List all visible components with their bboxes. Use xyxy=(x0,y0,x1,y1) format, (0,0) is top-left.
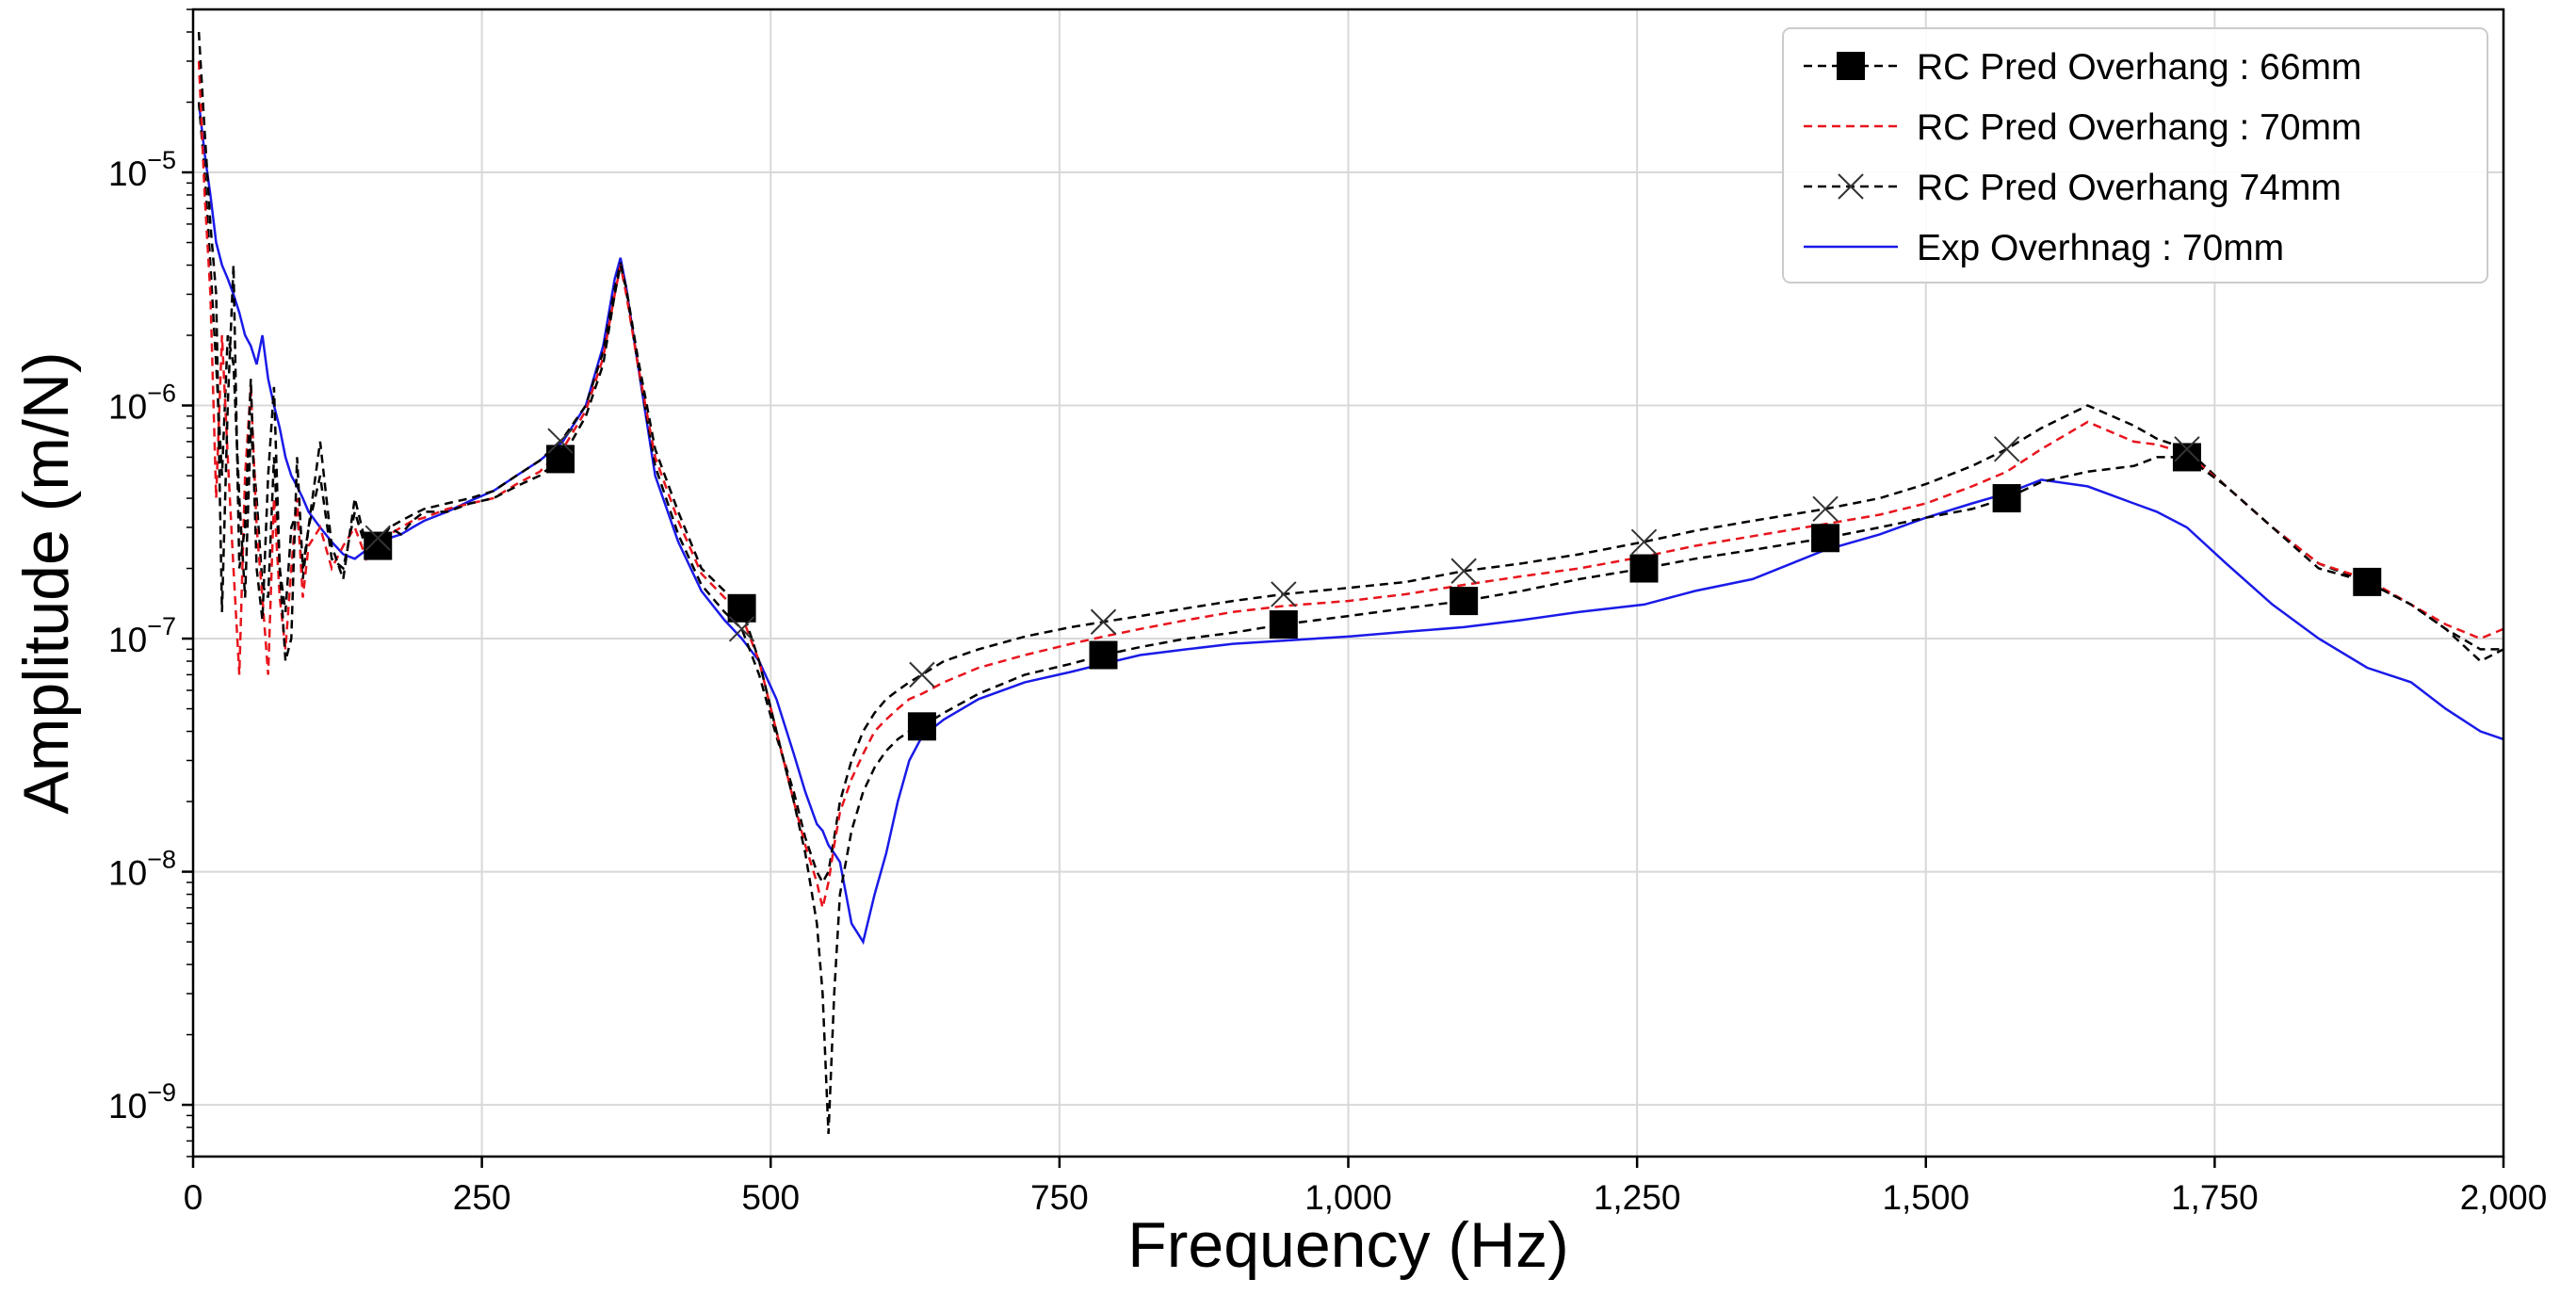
y-tick-base: 10 xyxy=(108,388,147,427)
legend-label: RC Pred Overhang : 70mm xyxy=(1917,107,2362,148)
y-tick-label: 10−5 xyxy=(108,146,176,193)
y-tick-label: 10−9 xyxy=(108,1078,176,1125)
y-axis-ticks: 10−910−810−710−610−5 xyxy=(108,8,193,1157)
legend: RC Pred Overhang : 66mm RC Pred Overhang … xyxy=(1782,27,2488,283)
y-tick-base: 10 xyxy=(108,154,147,193)
legend-marker-x xyxy=(1838,173,1864,200)
series-marker-square xyxy=(727,593,756,623)
x-tick-label: 750 xyxy=(1030,1178,1089,1217)
series-marker-square xyxy=(546,445,575,474)
marker-stroke xyxy=(1090,608,1117,635)
y-tick-label: 10−6 xyxy=(108,380,176,427)
series-lines xyxy=(197,31,2503,1135)
legend-entry: Exp Overhnag : 70mm xyxy=(1804,228,2284,268)
x-tick-label: 2,000 xyxy=(2460,1178,2548,1217)
series-marker-square xyxy=(1269,610,1298,639)
marker-stroke xyxy=(1271,581,1297,607)
series-line xyxy=(197,31,2503,1135)
marker-stroke xyxy=(547,428,574,454)
legend-label: Exp Overhnag : 70mm xyxy=(1917,228,2284,268)
series-marker-x xyxy=(1630,528,1658,556)
series-marker-x xyxy=(1450,558,1477,584)
x-tick-label: 0 xyxy=(184,1178,203,1217)
legend-entry: RC Pred Overhang : 70mm xyxy=(1804,107,2362,148)
series-marker-square xyxy=(364,531,393,560)
y-tick-exponent: −6 xyxy=(147,380,176,408)
series-marker-x xyxy=(1812,495,1839,523)
series-marker-square xyxy=(907,712,936,741)
series-marker-x xyxy=(365,525,391,551)
series-marker-x xyxy=(2174,436,2200,462)
legend-label: RC Pred Overhang : 66mm xyxy=(1917,47,2362,88)
x-tick-label: 1,500 xyxy=(1882,1178,1969,1217)
y-tick-exponent: −9 xyxy=(147,1078,176,1107)
marker-stroke xyxy=(1450,558,1477,584)
series-marker-square xyxy=(1992,484,2021,513)
series-marker-x xyxy=(1271,581,1297,607)
marker-stroke xyxy=(909,661,935,688)
series-markers xyxy=(364,428,2382,741)
x-tick-label: 1,750 xyxy=(2171,1178,2259,1217)
legend-entry: RC Pred Overhang : 66mm xyxy=(1804,47,2362,88)
marker-stroke xyxy=(1993,436,2020,462)
series-marker-square xyxy=(1629,554,1659,583)
marker-stroke xyxy=(365,525,391,551)
series-line xyxy=(197,60,2503,909)
series-marker-x xyxy=(909,661,935,688)
marker-stroke xyxy=(728,616,755,642)
marker-stroke xyxy=(2174,436,2200,462)
y-axis-title: Amplitude (m/N) xyxy=(10,351,82,814)
y-tick-label: 10−7 xyxy=(108,612,176,659)
series-marker-square xyxy=(2353,567,2382,596)
x-axis-ticks: 0 250 500 750 1,000 1,250 1,500 1,750 2,000 xyxy=(184,1157,2548,1217)
series-marker-x xyxy=(1090,608,1117,635)
y-tick-base: 10 xyxy=(108,1087,147,1125)
series-marker-x xyxy=(728,616,755,642)
series-marker-square xyxy=(2172,443,2201,472)
marker-stroke xyxy=(1630,528,1658,556)
y-tick-base: 10 xyxy=(108,621,147,659)
y-tick-exponent: −5 xyxy=(147,146,176,174)
y-tick-base: 10 xyxy=(108,854,147,893)
series-marker-x xyxy=(547,428,574,454)
y-tick-exponent: −7 xyxy=(147,612,176,640)
series-marker-square xyxy=(1811,524,1840,553)
y-tick-label: 10−8 xyxy=(108,846,176,893)
x-tick-label: 1,250 xyxy=(1594,1178,1681,1217)
x-axis-title: Frequency (Hz) xyxy=(1127,1209,1569,1281)
marker-stroke xyxy=(1812,495,1839,523)
x-tick-label: 1,000 xyxy=(1304,1178,1392,1217)
series-marker-square xyxy=(1089,640,1118,670)
series-marker-x xyxy=(1993,436,2020,462)
x-tick-label: 250 xyxy=(453,1178,511,1217)
y-tick-exponent: −8 xyxy=(147,846,176,874)
legend-box xyxy=(1782,27,2488,283)
series-line xyxy=(197,102,2503,946)
series-line xyxy=(197,102,2503,885)
legend-marker-square xyxy=(1837,52,1865,80)
legend-label: RC Pred Overhang 74mm xyxy=(1917,168,2341,208)
x-tick-label: 500 xyxy=(741,1178,800,1217)
legend-entry: RC Pred Overhang 74mm xyxy=(1804,168,2341,208)
series-marker-square xyxy=(1450,587,1479,616)
